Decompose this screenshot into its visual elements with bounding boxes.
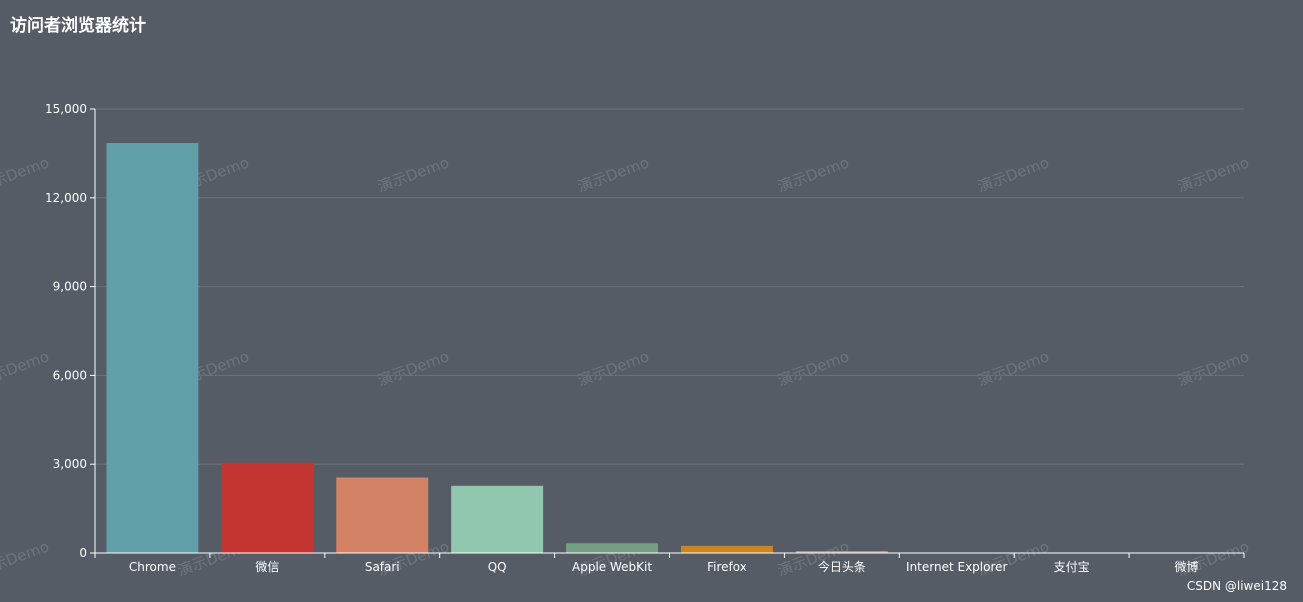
bar-firefox — [680, 545, 773, 553]
bar-qq — [451, 485, 544, 553]
x-tick-label: 微信 — [255, 560, 279, 574]
bar-今日头条 — [795, 551, 888, 553]
x-tick-label: Apple WebKit — [572, 560, 652, 574]
y-tick-label: 0 — [79, 546, 87, 560]
watermark-text: 演示Demo — [975, 153, 1051, 195]
x-tick-label: 今日头条 — [818, 559, 866, 574]
x-tick-label: Safari — [365, 560, 400, 574]
tick-labels: 0 3,000 6,000 9,000 12,000 15,000 Chrome 微信 Safa… — [45, 102, 1199, 574]
y-tick-label: 12,000 — [45, 191, 87, 205]
chart-title: 访问者浏览器统计 — [10, 16, 146, 36]
bars — [106, 143, 1233, 554]
x-tick-label: Firefox — [707, 560, 747, 574]
watermark-text: 演示Demo — [1175, 153, 1251, 195]
x-tick-label: 微博 — [1175, 559, 1199, 574]
x-tick-label: QQ — [488, 560, 507, 574]
watermark-text: 演示Demo — [775, 153, 851, 195]
axes — [94, 109, 1245, 558]
bar-safari — [336, 477, 429, 553]
y-tick-label: 9,000 — [53, 280, 87, 294]
gridlines — [90, 108, 1244, 554]
watermark-text: 演示Demo — [375, 153, 451, 195]
watermark-text: 演示Demo — [575, 153, 651, 195]
watermark-text: 演示Demo — [775, 347, 851, 389]
watermark-text: 演示Demo — [0, 537, 51, 579]
watermark-text: 演示Demo — [575, 347, 651, 389]
y-tick-label: 15,000 — [45, 102, 87, 116]
x-tick-label: Chrome — [129, 560, 176, 574]
watermark-text: 演示Demo — [0, 153, 51, 195]
watermark-text: 演示Demo — [975, 347, 1051, 389]
watermark-text: 演示Demo — [1175, 347, 1251, 389]
credit-text: CSDN @liwei128 — [1186, 579, 1287, 593]
x-tick-label: Internet Explorer — [906, 560, 1007, 574]
bar-chrome — [106, 143, 199, 554]
x-tick-label: 支付宝 — [1054, 560, 1090, 574]
y-tick-label: 6,000 — [53, 368, 87, 382]
watermark-text: 演示Demo — [0, 347, 51, 389]
bar-apple-webkit — [566, 543, 659, 553]
y-tick-label: 3,000 — [53, 457, 87, 471]
watermark-text: 演示Demo — [375, 347, 451, 389]
bar-微信 — [221, 462, 314, 553]
